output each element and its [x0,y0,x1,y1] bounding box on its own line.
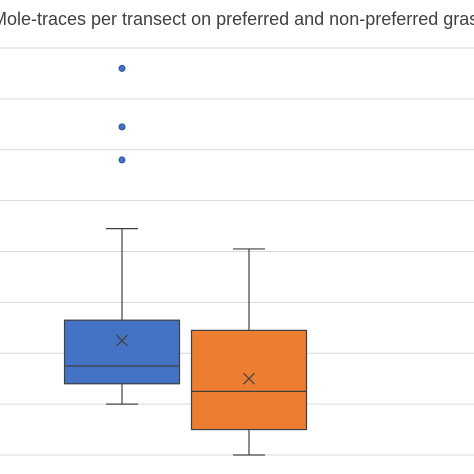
outlier-point [118,123,126,131]
outlier-point [118,156,126,164]
interquartile-box [190,329,308,431]
mean-marker [243,372,255,385]
outlier-point [118,64,126,72]
plot-area [63,64,308,456]
box-series-1 [63,64,181,405]
interquartile-box [63,319,181,385]
chart-title: Mole-traces per transect on preferred an… [0,9,474,29]
box-series-2 [190,248,308,456]
mean-marker [116,334,128,347]
